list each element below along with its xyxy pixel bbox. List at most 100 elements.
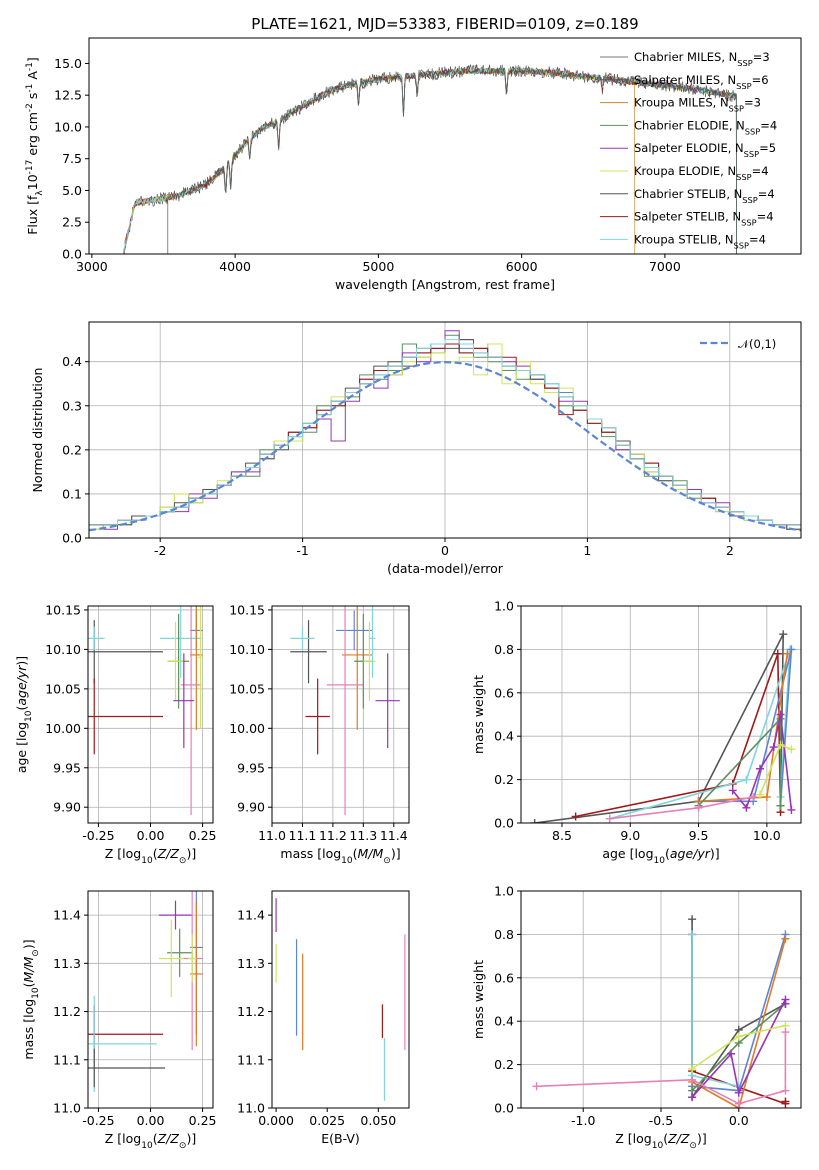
text-span: 10 [341, 856, 353, 866]
weight-series-marker [756, 790, 765, 799]
text-span: mass weight [471, 960, 486, 1039]
y-tick-label: 0.6 [494, 970, 514, 985]
weight-series-line [691, 938, 787, 1108]
plot-area [88, 891, 203, 1093]
spectrum-line [167, 67, 737, 254]
y-tick-label: 11.3 [237, 956, 265, 971]
legend-label: 𝒩(0,1) [738, 337, 776, 351]
text-span: =3 [753, 50, 770, 64]
x-tick-label: 0.00 [137, 828, 165, 843]
text-span: Z/Z [157, 1131, 180, 1146]
error-bar-point [342, 606, 373, 730]
legend-label: Salpeter MILES, NSSP=6 [634, 73, 769, 91]
y-tick-label: 9.90 [237, 800, 265, 815]
error-bar-point [305, 678, 330, 755]
text-span: 10 [654, 856, 666, 866]
weight-series-marker [530, 819, 539, 823]
text-span: age [log [602, 846, 653, 861]
text-span: ( [14, 706, 29, 711]
y-tick-label: 0.2 [62, 442, 82, 457]
x-tick-label: 9.5 [689, 828, 709, 843]
text-span: age/yr [670, 846, 711, 861]
text-span: Flux [f [25, 195, 40, 235]
y-axis-label: Flux [fλ10-17 erg cm-2 s-1 A-1] [25, 57, 45, 235]
y-tick-label: 0.0 [494, 1101, 514, 1116]
text-span: 10 [141, 1141, 153, 1151]
x-tick-label: 5000 [362, 259, 394, 274]
text-span: )] [710, 846, 720, 861]
weight-series-marker [787, 745, 796, 754]
x-tick-label: -2 [154, 543, 166, 558]
x-tick-label: 0.025 [309, 1113, 345, 1128]
y-tick-label: 11.0 [53, 1101, 81, 1116]
error-bar-point [290, 620, 327, 684]
text-span: SSP [734, 240, 749, 250]
error-bar-point [188, 934, 197, 983]
y-tick-label: 10.15 [45, 602, 81, 617]
text-span: s [25, 93, 40, 104]
y-tick-label: 10.00 [45, 721, 81, 736]
weight-series-marker [688, 915, 697, 924]
chart-title: PLATE=1621, MJD=53383, FIBERID=0109, z=0… [251, 15, 638, 33]
text-span: )] [697, 1131, 707, 1146]
x-tick-label: -0.25 [82, 828, 114, 843]
text-span: ⊙ [383, 856, 391, 866]
x-tick-label: 3000 [76, 259, 108, 274]
weight-series-marker [776, 801, 785, 810]
plot-area [290, 606, 400, 816]
weight-series-marker [787, 805, 796, 814]
x-tick-label: 10.0 [753, 828, 781, 843]
x-tick-label: -0.25 [82, 1113, 114, 1128]
x-tick-label: 0.0 [729, 1113, 749, 1128]
weight-series-line [698, 649, 793, 806]
y-tick-label: 12.5 [54, 88, 82, 103]
text-span: Chabrier MILES, N [634, 50, 737, 64]
text-span: ( [663, 1131, 668, 1146]
y-tick-label: 1.0 [494, 599, 514, 614]
text-span: -1 [25, 62, 35, 71]
weight-series-marker [781, 934, 790, 943]
y-tick-label: 5.0 [62, 183, 82, 198]
text-span: SSP [729, 104, 744, 114]
text-span: Z/Z [667, 1131, 690, 1146]
weight-series-marker [727, 1049, 735, 1058]
weight-series-marker [688, 930, 697, 939]
text-span: 10 [141, 856, 153, 866]
text-span: Z/Z [157, 846, 180, 861]
residuals-panel: -2 -1 0 1 2 0.0 0.1 0.2 0.3 0.4 (data-model)/error… [30, 321, 802, 576]
legend-label: Kroupa STELIB, NSSP=4 [634, 232, 766, 250]
weight-series-marker [728, 786, 737, 795]
weight-series-marker [773, 649, 782, 658]
weight-series-line [609, 649, 791, 820]
text-span: erg cm [25, 112, 40, 160]
x-tick-label: 11.0 [258, 828, 286, 843]
text-span: =4 [752, 164, 769, 178]
y-tick-label: 1.0 [494, 884, 514, 899]
y-tick-label: 0.4 [62, 354, 82, 369]
y-tick-label: 10.00 [229, 721, 265, 736]
text-span: Salpeter MILES, N [634, 73, 736, 87]
text-span: SSP [745, 126, 760, 136]
text-span: ⊙ [179, 856, 187, 866]
plot-area [532, 915, 790, 1108]
error-bar-point [335, 610, 373, 651]
text-span: 𝒩(0,1) [738, 337, 776, 351]
y-tick-label: 7.5 [62, 151, 82, 166]
weight-series-marker [688, 1064, 697, 1073]
weight-series-marker [776, 740, 785, 749]
y-tick-label: 11.2 [237, 1004, 265, 1019]
x-axis-label: E(B-V) [321, 1131, 360, 1146]
legend-label: Salpeter ELODIE, NSSP=5 [634, 141, 776, 159]
x-tick-label: 2 [726, 543, 734, 558]
weight-series-line [732, 714, 793, 811]
text-span: ( [153, 846, 158, 861]
text-span: =6 [752, 73, 769, 87]
text-span: 10 [652, 1141, 664, 1151]
text-span: )] [21, 939, 36, 949]
legend-label: Chabrier ELODIE, NSSP=4 [634, 118, 777, 136]
weight-series-marker [571, 812, 580, 821]
x-tick-label: 0.25 [189, 828, 217, 843]
x-tick-label: 0.000 [258, 1113, 294, 1128]
x-axis-label: Z [log10(Z/Z⊙)] [105, 846, 196, 866]
weight-series-marker [783, 649, 792, 658]
